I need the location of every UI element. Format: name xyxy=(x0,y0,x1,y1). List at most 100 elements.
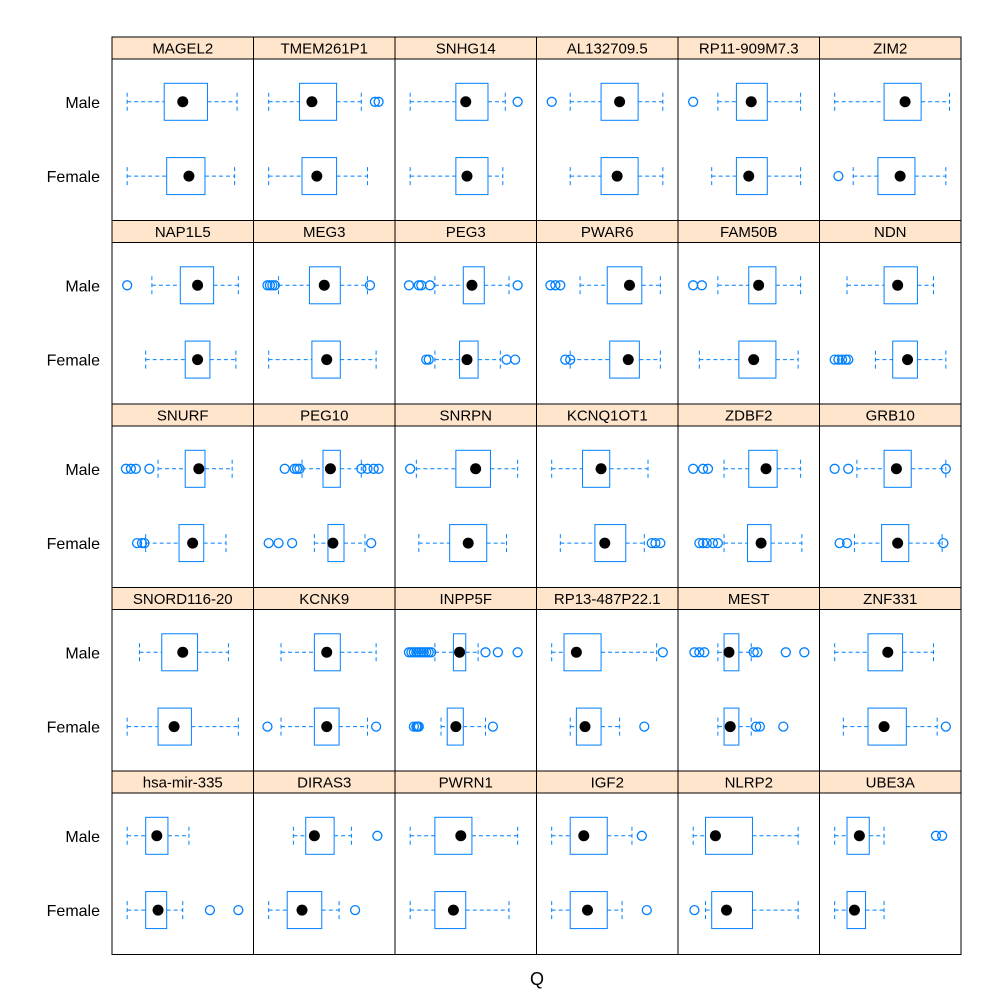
box-male xyxy=(126,82,238,121)
median-dot xyxy=(595,463,607,475)
box-iqr xyxy=(166,157,206,196)
box-iqr xyxy=(157,707,192,746)
box-iqr xyxy=(748,449,778,488)
box-male xyxy=(409,82,523,121)
median-dot xyxy=(466,279,478,291)
panel: MEST xyxy=(677,587,820,772)
panel: SNHG14 xyxy=(394,36,537,221)
outlier-point xyxy=(372,830,383,841)
box-iqr xyxy=(184,449,206,488)
panel-frame xyxy=(819,58,962,221)
outlier-point xyxy=(689,904,700,916)
outlier-point xyxy=(843,354,854,365)
median-dot xyxy=(462,537,474,549)
panel-frame xyxy=(111,242,254,405)
box-male xyxy=(403,266,523,305)
box-female xyxy=(126,157,236,196)
median-dot xyxy=(570,646,582,658)
box-female xyxy=(689,891,799,930)
outlier-point xyxy=(269,280,281,291)
box-iqr xyxy=(594,524,627,563)
box-iqr xyxy=(455,82,489,121)
box-male xyxy=(409,816,519,855)
outlier-point xyxy=(362,463,373,474)
box-male xyxy=(688,449,802,488)
box-male xyxy=(834,633,934,672)
box-male xyxy=(405,449,519,488)
outlier-point xyxy=(424,280,436,291)
outlier-point xyxy=(480,647,491,658)
panel: KCNK9 xyxy=(253,587,396,772)
box-male xyxy=(545,266,661,305)
median-dot xyxy=(152,904,164,916)
panel: PEG3 xyxy=(394,220,537,405)
group-label-male: Male xyxy=(65,278,100,295)
panel: hsa-mir-335 xyxy=(111,770,254,955)
panel-title: ZNF331 xyxy=(863,591,917,608)
group-label-male: Male xyxy=(65,829,100,846)
box-female xyxy=(559,524,666,563)
median-dot xyxy=(455,830,467,842)
outlier-point xyxy=(555,280,566,291)
panel-title: PWAR6 xyxy=(581,224,634,241)
outlier-point xyxy=(799,647,810,658)
median-dot xyxy=(187,537,199,549)
box-female xyxy=(833,157,947,196)
panel-title: MEST xyxy=(728,591,770,608)
panel-frame xyxy=(253,425,396,588)
panel-title: IGF2 xyxy=(591,775,624,792)
outlier-point xyxy=(829,463,840,474)
median-dot xyxy=(321,646,333,658)
box-iqr xyxy=(575,707,602,746)
panel-frame xyxy=(111,425,254,588)
median-dot xyxy=(192,279,204,291)
outlier-point xyxy=(833,170,844,182)
median-dot xyxy=(743,170,755,182)
outlier-point xyxy=(688,96,699,107)
outlier-point xyxy=(512,280,523,291)
outlier-point xyxy=(373,463,384,474)
panel-title: ZIM2 xyxy=(873,41,907,58)
outlier-point xyxy=(368,463,379,474)
box-iqr xyxy=(569,816,608,855)
box-iqr xyxy=(161,633,199,672)
outlier-point xyxy=(841,537,853,549)
panel: INPP5F xyxy=(394,587,537,772)
panel-frame xyxy=(253,792,396,955)
panel-frame xyxy=(536,609,679,772)
median-dot xyxy=(745,96,757,108)
box-iqr xyxy=(846,816,870,855)
outlier-point xyxy=(639,721,650,732)
panel-frame xyxy=(677,58,820,221)
panel: RP11-909M7.3 xyxy=(677,36,820,221)
panel-frame xyxy=(536,58,679,221)
panel: FAM50B xyxy=(677,220,820,405)
box-male xyxy=(834,816,948,855)
panel: GRB10 xyxy=(819,403,962,588)
panel-frame xyxy=(677,792,820,955)
box-iqr xyxy=(455,157,489,196)
box-male xyxy=(546,82,664,121)
outlier-point xyxy=(125,463,137,474)
outlier-point xyxy=(650,537,661,549)
panel-title: SNHG14 xyxy=(436,41,496,58)
outlier-point xyxy=(550,280,561,291)
median-dot xyxy=(902,354,914,366)
median-dot xyxy=(192,354,204,366)
median-dot xyxy=(306,96,318,108)
group-label-male: Male xyxy=(65,462,100,479)
box-male xyxy=(122,266,239,305)
box-male xyxy=(692,816,799,855)
box-male xyxy=(829,449,951,488)
box-iqr xyxy=(747,524,772,563)
outlier-point xyxy=(641,904,652,916)
outlier-point xyxy=(752,647,763,658)
box-iqr xyxy=(178,524,205,563)
outlier-point xyxy=(936,830,948,841)
panel: KCNQ1OT1 xyxy=(536,403,679,588)
box-female xyxy=(408,707,499,746)
outlier-point xyxy=(940,721,951,732)
panel: TMEM261P1 xyxy=(253,36,396,221)
median-dot xyxy=(470,463,482,475)
